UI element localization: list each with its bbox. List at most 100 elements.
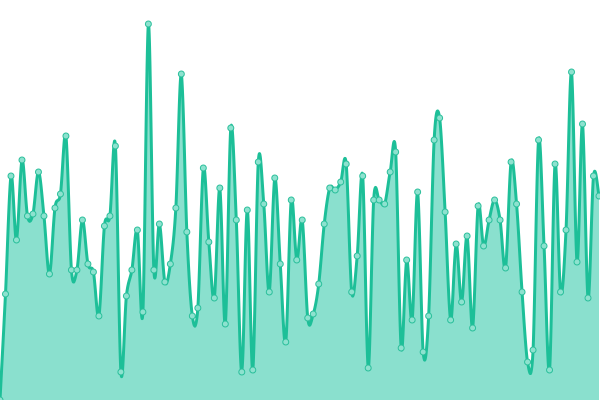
data-point-14 xyxy=(73,266,81,274)
data-point-43 xyxy=(232,216,240,224)
data-point-44 xyxy=(238,368,246,376)
data-point-11 xyxy=(56,190,64,198)
data-point-91 xyxy=(496,216,504,224)
data-point-27 xyxy=(144,20,152,28)
data-point-46 xyxy=(249,366,257,374)
data-point-108 xyxy=(590,172,598,180)
data-point-57 xyxy=(309,310,317,318)
data-point-3 xyxy=(12,236,20,244)
data-point-6 xyxy=(29,210,37,218)
data-point-42 xyxy=(227,124,235,132)
data-point-25 xyxy=(133,226,141,234)
data-point-105 xyxy=(573,258,581,266)
data-point-37 xyxy=(199,164,207,172)
data-point-52 xyxy=(282,338,290,346)
data-point-71 xyxy=(386,168,394,176)
data-point-16 xyxy=(84,260,92,268)
data-point-55 xyxy=(298,216,306,224)
data-point-40 xyxy=(216,184,224,192)
data-point-78 xyxy=(425,312,433,320)
data-point-104 xyxy=(568,68,576,76)
data-point-84 xyxy=(458,298,466,306)
data-point-26 xyxy=(139,308,147,316)
data-point-23 xyxy=(122,292,130,300)
data-point-73 xyxy=(397,344,405,352)
data-point-36 xyxy=(194,304,202,312)
data-point-95 xyxy=(518,288,526,296)
data-point-39 xyxy=(210,294,218,302)
data-point-54 xyxy=(293,256,301,264)
data-point-66 xyxy=(359,172,367,180)
data-point-83 xyxy=(452,240,460,248)
data-point-38 xyxy=(205,238,213,246)
data-point-99 xyxy=(540,242,548,250)
data-point-35 xyxy=(188,312,196,320)
data-point-82 xyxy=(447,316,455,324)
data-point-31 xyxy=(166,260,174,268)
data-points xyxy=(0,20,600,400)
data-point-18 xyxy=(95,312,103,320)
data-point-87 xyxy=(474,202,482,210)
data-point-107 xyxy=(584,294,592,302)
data-point-64 xyxy=(348,288,356,296)
data-point-97 xyxy=(529,346,537,354)
data-point-75 xyxy=(408,316,416,324)
data-point-100 xyxy=(546,366,554,374)
data-point-45 xyxy=(243,206,251,214)
data-point-0 xyxy=(0,396,4,400)
data-point-9 xyxy=(45,270,53,278)
data-point-65 xyxy=(353,252,361,260)
data-point-58 xyxy=(315,280,323,288)
data-point-93 xyxy=(507,158,515,166)
data-point-17 xyxy=(89,268,97,276)
data-point-49 xyxy=(265,288,273,296)
data-point-77 xyxy=(419,348,427,356)
data-point-21 xyxy=(111,142,119,150)
data-point-51 xyxy=(276,260,284,268)
data-point-34 xyxy=(183,228,191,236)
data-point-81 xyxy=(441,208,449,216)
data-point-86 xyxy=(469,324,477,332)
data-point-72 xyxy=(392,148,400,156)
data-point-2 xyxy=(7,172,15,180)
data-point-109 xyxy=(595,192,600,200)
data-point-48 xyxy=(260,200,268,208)
data-point-56 xyxy=(304,314,312,322)
data-point-61 xyxy=(331,186,339,194)
data-point-47 xyxy=(254,158,262,166)
data-point-101 xyxy=(551,160,559,168)
data-point-98 xyxy=(535,136,543,144)
data-point-85 xyxy=(463,232,471,240)
data-point-30 xyxy=(161,278,169,286)
data-point-28 xyxy=(150,266,158,274)
series-line xyxy=(0,22,600,400)
data-point-15 xyxy=(78,216,86,224)
data-point-4 xyxy=(18,156,26,164)
data-point-1 xyxy=(1,290,9,298)
data-point-102 xyxy=(557,288,565,296)
data-point-63 xyxy=(342,160,350,168)
data-point-41 xyxy=(221,320,229,328)
data-point-24 xyxy=(128,266,136,274)
data-point-103 xyxy=(562,226,570,234)
data-point-88 xyxy=(480,242,488,250)
data-point-92 xyxy=(502,264,510,272)
data-point-12 xyxy=(62,132,70,140)
data-point-10 xyxy=(51,204,59,212)
data-point-80 xyxy=(436,114,444,122)
data-point-7 xyxy=(34,168,42,176)
data-point-20 xyxy=(106,212,114,220)
data-point-90 xyxy=(491,196,499,204)
data-point-69 xyxy=(375,196,383,204)
data-point-96 xyxy=(524,358,532,366)
data-point-67 xyxy=(364,364,372,372)
data-point-19 xyxy=(100,222,108,230)
data-point-62 xyxy=(337,178,345,186)
data-point-22 xyxy=(117,368,125,376)
data-point-59 xyxy=(320,220,328,228)
data-point-70 xyxy=(381,200,389,208)
data-point-106 xyxy=(579,120,587,128)
data-point-29 xyxy=(155,220,163,228)
data-point-89 xyxy=(485,216,493,224)
